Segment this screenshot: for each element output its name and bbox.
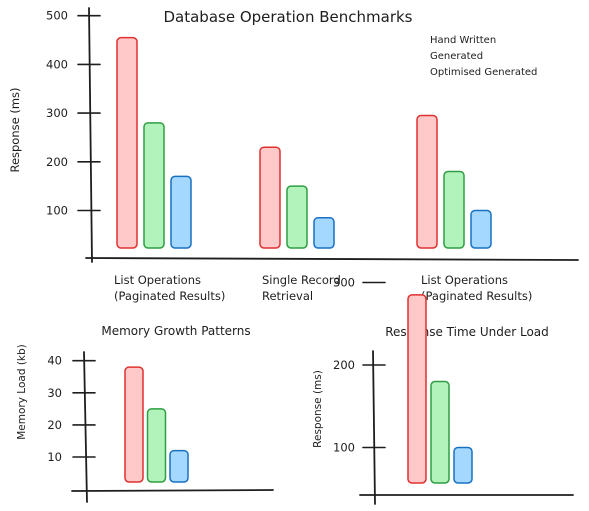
load-chart-y-axis-label: Response (ms) (312, 370, 324, 448)
main-y-tick-label-200: 200 (46, 155, 68, 169)
memory-chart-bars (124, 366, 189, 483)
x-tick-label-line: Single Record (262, 273, 341, 287)
memory-y-tick-label-20: 20 (47, 418, 62, 432)
x-tick-label-list-operations-2: List Operations (Paginated Results) (421, 273, 532, 303)
main-chart-y-axis-label: Response (ms) (8, 87, 22, 172)
load-chart-y-ticks: 100 200 300 (333, 276, 386, 455)
memory-y-tick-label-10: 10 (47, 450, 62, 464)
load-chart-bars (407, 294, 473, 484)
bar-generated-1 (143, 122, 165, 249)
main-chart-x-tick-labels: List Operations (Paginated Results) Sing… (114, 273, 532, 303)
memory-y-tick-label-30: 30 (47, 386, 62, 400)
memory-chart-y-ticks: 10 20 30 40 (47, 354, 96, 464)
legend: Hand Written Generated Optimised Generat… (430, 35, 537, 78)
bar-generated-2 (286, 185, 308, 249)
memory-chart-title: Memory Growth Patterns (101, 324, 250, 338)
x-tick-label-single-record: Single Record Retrieval (262, 273, 344, 303)
main-chart-x-axis (85, 257, 579, 261)
x-tick-label-line: List Operations (421, 273, 508, 287)
x-tick-label-line: (Paginated Results) (114, 289, 225, 303)
bar-hand-written-3 (416, 114, 438, 249)
load-y-tick-label-100: 100 (333, 441, 355, 455)
memory-chart-y-axis-label: Memory Load (kb) (16, 344, 28, 440)
x-tick-label-line: (Paginated Results) (421, 289, 532, 303)
main-chart-y-ticks: 100 200 300 400 500 (46, 9, 101, 218)
load-chart-y-axis (372, 350, 376, 505)
bar-optimised-generated-2 (313, 217, 335, 249)
load-bar-2 (430, 380, 450, 484)
x-tick-label-list-operations-1: List Operations (Paginated Results) (114, 273, 225, 303)
memory-bar-3 (169, 449, 189, 483)
load-y-tick-label-300: 300 (333, 276, 355, 290)
x-tick-label-line: List Operations (114, 273, 201, 287)
legend-hand-written: Hand Written (430, 35, 496, 46)
legend-generated: Generated (430, 51, 483, 62)
bar-generated-3 (443, 170, 465, 249)
main-y-tick-label-300: 300 (46, 106, 68, 120)
load-bar-1 (407, 294, 427, 484)
main-chart-y-axis (88, 7, 93, 263)
bar-hand-written-1 (116, 36, 138, 249)
main-chart: Database Operation Benchmarks Response (… (8, 7, 579, 303)
main-y-tick-label-100: 100 (46, 204, 68, 218)
memory-bar-1 (124, 366, 144, 483)
memory-chart-x-axis (71, 489, 274, 492)
main-y-tick-label-500: 500 (46, 9, 68, 23)
memory-y-tick-label-40: 40 (47, 354, 62, 368)
main-chart-title: Database Operation Benchmarks (163, 8, 412, 26)
bar-optimised-generated-1 (170, 175, 192, 249)
memory-bar-2 (146, 408, 167, 483)
load-chart: Response Time Under Load Response (ms) 1… (312, 276, 574, 505)
main-y-tick-label-400: 400 (46, 57, 68, 71)
x-tick-label-line: Retrieval (262, 289, 313, 303)
bar-hand-written-2 (259, 146, 281, 249)
load-bar-3 (453, 446, 473, 484)
memory-chart: Memory Growth Patterns Memory Load (kb) … (16, 324, 274, 503)
bar-optimised-generated-3 (470, 209, 492, 249)
legend-optimised-generated: Optimised Generated (430, 67, 537, 78)
load-y-tick-label-200: 200 (333, 358, 355, 372)
main-chart-bars (116, 36, 492, 249)
memory-chart-y-axis (83, 351, 88, 503)
